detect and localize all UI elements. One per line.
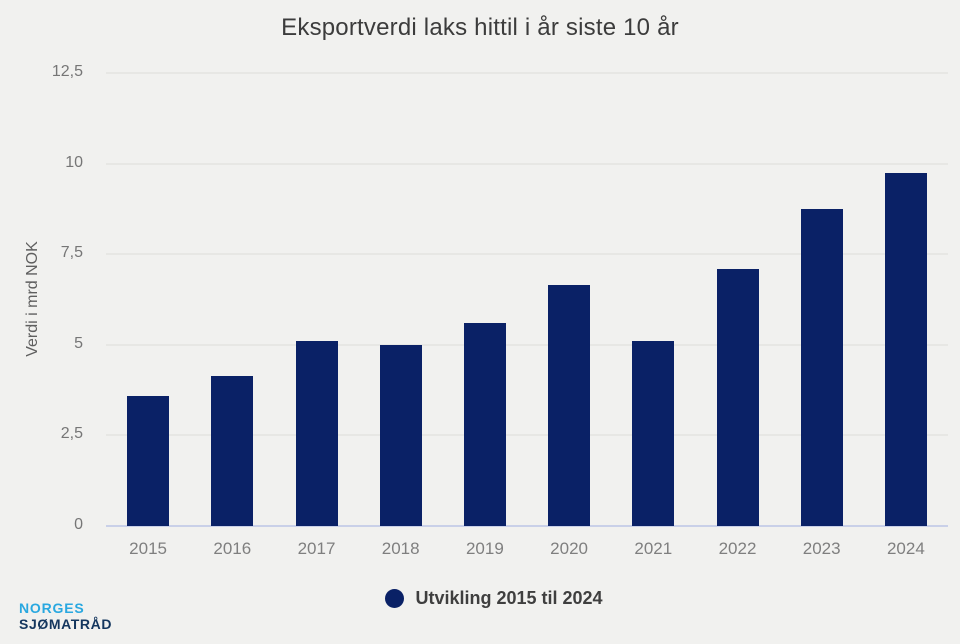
x-tick-label-2024: 2024 bbox=[886, 539, 925, 558]
x-tick-label-2020: 2020 bbox=[550, 539, 588, 558]
y-tick-label: 10 bbox=[65, 153, 83, 171]
x-tick-label-2016: 2016 bbox=[213, 539, 252, 558]
y-axis-title: Verdi i mrd NOK bbox=[24, 241, 41, 357]
x-axis-line bbox=[106, 525, 948, 527]
bar-2023[interactable] bbox=[800, 208, 843, 526]
norges-sjomatrad-logo: NORGES SJØMATRÅD bbox=[19, 600, 112, 632]
gridline bbox=[106, 434, 948, 437]
x-tick-label-2018: 2018 bbox=[381, 539, 420, 558]
chart-title: Eksportverdi laks hittil i år siste 10 å… bbox=[281, 14, 679, 41]
gridline bbox=[106, 253, 948, 256]
y-tick-label: 5 bbox=[74, 334, 83, 352]
gridline bbox=[106, 162, 948, 165]
y-tick-label: 12,5 bbox=[51, 63, 83, 80]
bar-2021[interactable] bbox=[632, 341, 675, 526]
bar-2019[interactable] bbox=[463, 323, 506, 526]
y-tick-label: 2,5 bbox=[60, 425, 83, 443]
bar-2017[interactable] bbox=[295, 341, 338, 526]
x-tick-label-2022: 2022 bbox=[718, 539, 757, 558]
bar-2022[interactable] bbox=[716, 268, 759, 526]
legend-marker-icon bbox=[385, 589, 405, 608]
x-tick-label-2015: 2015 bbox=[129, 539, 167, 558]
bar-2020[interactable] bbox=[548, 285, 591, 526]
x-tick-label-2017: 2017 bbox=[297, 539, 336, 558]
logo-line-sjomatrad: SJØMATRÅD bbox=[19, 616, 113, 632]
gridline bbox=[106, 72, 948, 74]
bar-2016[interactable] bbox=[211, 375, 254, 526]
bar-2018[interactable] bbox=[379, 344, 422, 526]
x-tick-label-2023: 2023 bbox=[802, 539, 841, 558]
x-tick-label-2021: 2021 bbox=[634, 539, 673, 558]
logo-line-norges: NORGES bbox=[19, 600, 85, 616]
legend-label: Utvikling 2015 til 2024 bbox=[415, 588, 603, 608]
gridline bbox=[106, 343, 948, 346]
legend-item[interactable]: Utvikling 2015 til 2024 bbox=[14, 588, 960, 609]
y-tick-label: 0 bbox=[74, 516, 83, 533]
x-tick-label-2019: 2019 bbox=[465, 539, 504, 558]
bar-2024[interactable] bbox=[884, 172, 927, 526]
bar-2015[interactable] bbox=[127, 395, 170, 526]
y-tick-label: 7,5 bbox=[60, 244, 83, 262]
